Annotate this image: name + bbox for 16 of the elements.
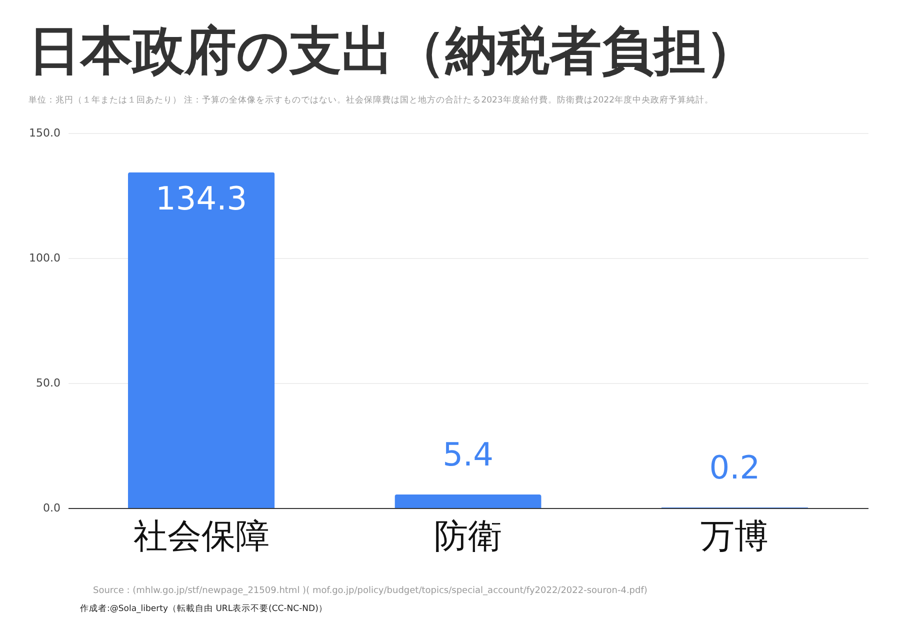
y-tick-label: 0.0: [43, 502, 60, 514]
data-label: 0.2: [709, 448, 760, 486]
x-tick-label: 万博: [700, 516, 769, 556]
y-tick-label: 150.0: [29, 126, 60, 140]
data-label: 5.4: [442, 436, 494, 474]
chart-subtitle: 単位：兆円（１年または１回あたり） 注：予算の全体像を示すものではない。社会保障費は国と地方の合計たる2023年度給付費。防衛費は2022年度中央政府予算純計。: [28, 94, 714, 106]
x-tick-label: 社会保障: [133, 516, 270, 556]
bar: [394, 494, 542, 508]
chart-title: 日本政府の支出（納税者負担）: [28, 22, 758, 82]
data-label: 134.3: [156, 179, 248, 218]
bar: [128, 172, 275, 508]
x-tick-label: 防衛: [434, 516, 502, 556]
source-note: Source : (mhlw.go.jp/stf/newpage_21509.html )( mof.go.jp/policy/budget/topics/special_account/fy2022/2022-souron-4.pdf): [93, 586, 648, 596]
text: 作成者:@Sola_liberty（転載自由 URL表示不要(CC-NC-ND)）: [79, 603, 328, 614]
y-tick-label: 50.0: [36, 376, 60, 390]
y-tick-label: 100.0: [29, 252, 60, 264]
